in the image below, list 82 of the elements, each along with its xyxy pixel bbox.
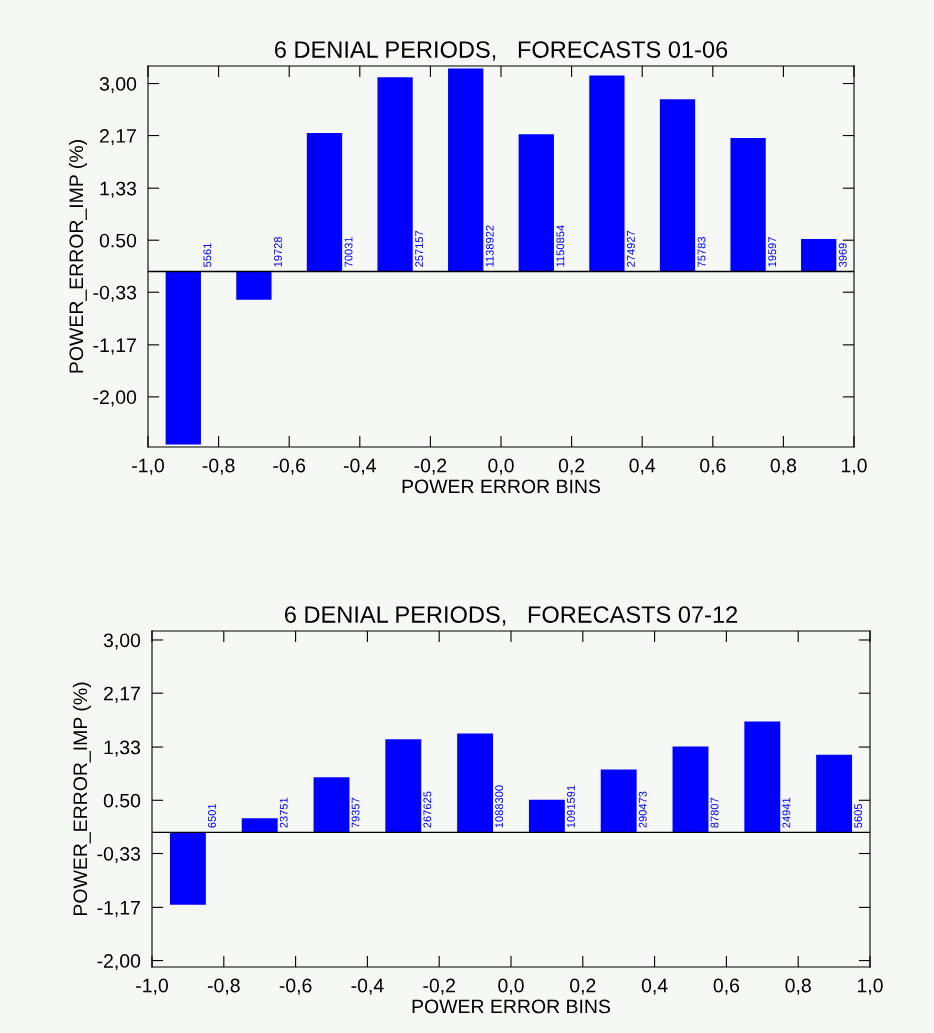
annotation: 3969 xyxy=(838,243,847,267)
x-tick-label: -0,4 xyxy=(343,458,376,475)
bar xyxy=(730,138,766,272)
x-axis-title: POWER ERROR BINS xyxy=(402,479,601,494)
annotation: 19597 xyxy=(768,237,777,267)
annotation: 19728 xyxy=(274,236,282,267)
x-tick-label: -0,6 xyxy=(279,978,312,995)
annotation: 70031 xyxy=(344,237,353,267)
x-axis-title: POWER ERROR BINS xyxy=(412,999,611,1014)
bar xyxy=(377,77,413,272)
annotation: 5605 xyxy=(854,803,863,828)
annotation: 1091591 xyxy=(567,785,575,828)
annotation: 79357 xyxy=(351,797,360,828)
bar xyxy=(448,68,484,272)
x-tick-label: 0,6 xyxy=(713,978,740,995)
x-tick-label: 1,0 xyxy=(857,978,883,995)
x-tick-label: 0,8 xyxy=(785,978,811,995)
x-tick-label: 0,4 xyxy=(629,458,656,475)
x-tick-label: -0,8 xyxy=(207,978,240,995)
bar xyxy=(457,733,494,833)
annotation: 75783 xyxy=(697,236,706,267)
annotation: 6501 xyxy=(208,804,216,828)
y-tick-label: -2,00 xyxy=(93,390,137,407)
bar xyxy=(313,777,350,833)
bar xyxy=(672,746,709,833)
y-tick-label: -0,33 xyxy=(97,846,141,864)
chart-title: 6 DENIAL PERIODS, FORECASTS 07-12 xyxy=(284,606,738,626)
annotation: 23751 xyxy=(279,797,288,828)
x-tick-label: -0,4 xyxy=(351,978,384,995)
x-tick-label: -1,0 xyxy=(132,458,164,475)
x-tick-label: 0,2 xyxy=(570,978,596,995)
chart-title: 6 DENIAL PERIODS, FORECASTS 01-06 xyxy=(274,41,728,61)
x-tick-label: 0,4 xyxy=(641,978,668,995)
bar xyxy=(518,134,554,272)
x-tick-label: -1,0 xyxy=(136,978,168,995)
bar xyxy=(801,238,837,272)
y-tick-label: 2,17 xyxy=(100,129,136,146)
x-tick-label: -0,6 xyxy=(273,458,306,475)
bar xyxy=(306,133,343,272)
y-tick-label: 1,33 xyxy=(104,740,141,757)
annotation: 267625 xyxy=(423,791,432,828)
bar xyxy=(816,754,853,833)
x-tick-label: -0,2 xyxy=(414,458,447,475)
bar xyxy=(528,799,565,833)
bar xyxy=(165,271,201,445)
bar xyxy=(659,99,696,272)
y-axis-title: POWER_ERROR_IMP (%) xyxy=(72,682,92,915)
y-tick-label: 0.50 xyxy=(103,793,141,808)
y-tick-label: -1,17 xyxy=(93,338,136,355)
y-tick-label: 1,33 xyxy=(100,181,137,198)
bar xyxy=(169,832,206,905)
x-tick-label: -0,8 xyxy=(202,458,235,475)
bar xyxy=(385,739,422,833)
y-tick-label: 3,00 xyxy=(99,77,137,94)
bar xyxy=(236,271,272,300)
bar xyxy=(241,818,278,833)
annotation: 24941 xyxy=(782,797,791,828)
x-tick-label: 0,0 xyxy=(498,978,524,995)
y-tick-label: 2,17 xyxy=(104,686,140,703)
x-tick-label: 0,0 xyxy=(488,458,514,475)
y-axis-title: POWER_ERROR_IMP (%) xyxy=(68,140,88,373)
bar xyxy=(589,75,625,272)
annotation: 257157 xyxy=(415,230,424,267)
annotation: 1088300 xyxy=(495,785,504,828)
y-tick-label: -0,33 xyxy=(93,285,137,302)
x-tick-label: 0,8 xyxy=(770,458,797,475)
annotation: 5561 xyxy=(203,243,212,267)
bar xyxy=(744,721,781,833)
y-tick-label: 0.50 xyxy=(99,233,137,248)
y-tick-label: 3,00 xyxy=(103,633,141,650)
annotation: 87807 xyxy=(710,797,719,828)
y-tick-label: -2,00 xyxy=(97,954,141,971)
x-tick-label: 0,2 xyxy=(558,458,585,475)
annotation: 1150854 xyxy=(556,225,565,267)
x-tick-label: -0,2 xyxy=(423,978,455,995)
annotation: 1138922 xyxy=(485,225,494,267)
annotation: 290473 xyxy=(638,791,647,828)
x-tick-label: 0,6 xyxy=(700,458,726,475)
bar xyxy=(600,769,637,833)
y-tick-label: -1,17 xyxy=(97,901,140,917)
annotation: 274927 xyxy=(627,230,635,267)
x-tick-label: 1,0 xyxy=(841,458,867,475)
